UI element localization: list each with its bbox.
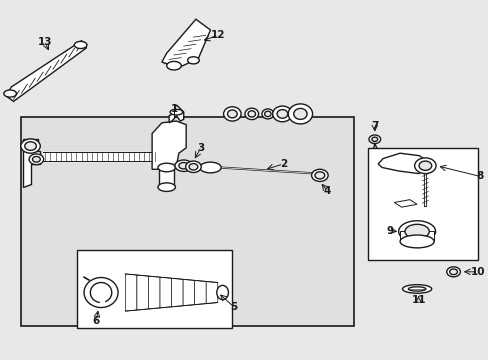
Text: 6: 6 — [92, 316, 100, 326]
Ellipse shape — [407, 287, 425, 291]
Text: 8: 8 — [476, 171, 483, 181]
Ellipse shape — [74, 41, 87, 49]
Ellipse shape — [170, 109, 183, 115]
Ellipse shape — [187, 57, 199, 64]
Circle shape — [32, 157, 40, 162]
Ellipse shape — [185, 161, 201, 172]
Bar — [100, 300, 104, 303]
Text: 11: 11 — [410, 295, 425, 305]
Text: 12: 12 — [210, 30, 224, 40]
Ellipse shape — [244, 108, 258, 120]
Text: 2: 2 — [279, 159, 286, 169]
Ellipse shape — [158, 163, 175, 172]
Ellipse shape — [277, 109, 287, 118]
Ellipse shape — [84, 278, 118, 307]
Circle shape — [371, 137, 377, 141]
Polygon shape — [162, 19, 210, 67]
Text: 9: 9 — [386, 226, 393, 236]
Ellipse shape — [262, 109, 273, 119]
Polygon shape — [194, 280, 206, 305]
Polygon shape — [23, 139, 40, 187]
Ellipse shape — [247, 111, 255, 117]
Polygon shape — [206, 282, 217, 303]
Bar — [399, 231, 433, 242]
Ellipse shape — [166, 62, 181, 70]
Circle shape — [418, 161, 431, 170]
Polygon shape — [125, 274, 137, 311]
Text: 7: 7 — [370, 121, 378, 131]
Circle shape — [29, 154, 43, 165]
Text: 4: 4 — [323, 186, 330, 196]
Text: 1: 1 — [170, 104, 177, 114]
Circle shape — [21, 139, 40, 153]
Polygon shape — [159, 167, 174, 187]
Text: 3: 3 — [197, 143, 204, 153]
Polygon shape — [393, 200, 416, 207]
Circle shape — [446, 267, 459, 277]
Ellipse shape — [200, 162, 221, 173]
Text: 5: 5 — [230, 302, 237, 312]
Polygon shape — [152, 121, 186, 169]
Ellipse shape — [4, 90, 17, 97]
Ellipse shape — [189, 163, 198, 170]
Ellipse shape — [158, 183, 175, 192]
Ellipse shape — [293, 108, 306, 120]
Ellipse shape — [216, 285, 228, 300]
Polygon shape — [148, 276, 160, 309]
Polygon shape — [6, 41, 86, 102]
Ellipse shape — [175, 160, 192, 171]
Ellipse shape — [179, 162, 188, 169]
Circle shape — [368, 135, 380, 144]
Polygon shape — [169, 105, 183, 123]
Ellipse shape — [399, 235, 433, 248]
Bar — [21, 117, 353, 327]
Polygon shape — [377, 153, 427, 174]
Text: 13: 13 — [38, 37, 52, 48]
Text: 10: 10 — [469, 267, 484, 277]
Ellipse shape — [314, 172, 324, 179]
Circle shape — [25, 142, 36, 150]
Polygon shape — [137, 275, 148, 310]
Ellipse shape — [402, 285, 431, 293]
Ellipse shape — [272, 106, 291, 122]
Ellipse shape — [311, 169, 327, 181]
Polygon shape — [183, 279, 194, 306]
Bar — [368, 148, 477, 260]
Circle shape — [414, 158, 435, 174]
Ellipse shape — [227, 110, 237, 118]
Ellipse shape — [90, 283, 112, 302]
Ellipse shape — [223, 107, 241, 121]
Ellipse shape — [264, 111, 270, 117]
Bar — [77, 249, 232, 328]
Polygon shape — [171, 278, 183, 307]
Ellipse shape — [287, 104, 312, 124]
Ellipse shape — [398, 221, 435, 242]
Circle shape — [449, 269, 457, 275]
Ellipse shape — [404, 224, 428, 239]
Polygon shape — [160, 277, 171, 308]
